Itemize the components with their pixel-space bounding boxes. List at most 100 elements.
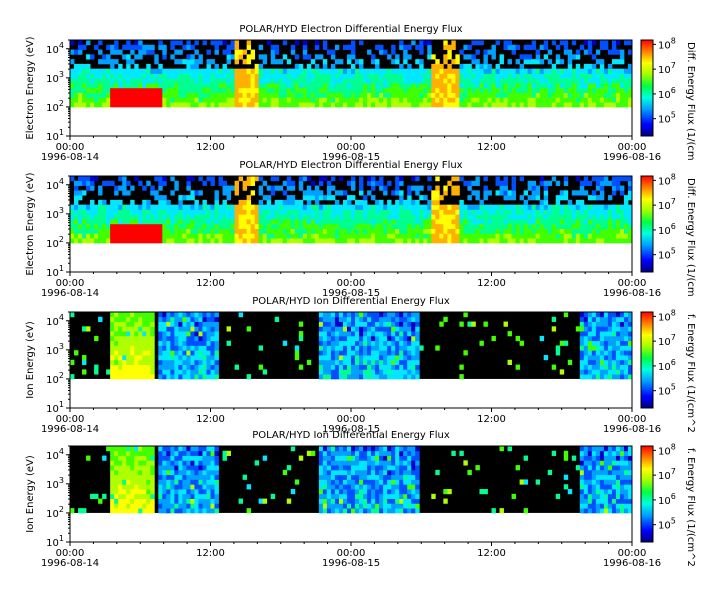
spectrogram-cell [138,312,143,318]
y-tick-label-text: 104 [46,41,64,56]
spectrogram-cell [282,54,288,60]
spectrogram-cell [214,369,219,375]
spectrogram-cell [391,331,396,337]
spectrogram-cell [479,223,484,229]
spectrogram-cell [286,102,292,108]
spectrogram-cell [571,238,577,244]
spectrogram-cell [134,316,139,322]
spectrogram-cell [571,102,577,108]
spectrogram-cell [346,484,352,490]
spectrogram-cell [138,92,143,98]
spectrogram-cell [483,68,488,74]
spectrogram-cell [150,340,155,346]
spectrogram-cell [399,374,404,380]
spectrogram-cell [375,474,380,480]
spectrogram-cell [194,350,199,356]
spectrogram-cell [539,335,545,342]
spectrogram-cell [491,92,496,98]
spectrogram-cell [202,503,207,509]
spectrogram-cell [627,369,633,375]
spectrogram-cell [395,355,400,361]
spectrogram-cell [395,484,400,490]
spectrogram-cell [330,359,336,365]
spectrogram-cell [355,369,360,375]
spectrogram-cell [118,102,123,108]
spectrogram-cell [258,223,264,229]
spectrogram-cell [318,73,324,79]
spectrogram-cell [419,63,424,70]
spectrogram-cell [407,195,412,201]
spectrogram-cell [415,312,420,318]
spectrogram-cell [363,508,368,514]
spectrogram-cell [142,503,147,509]
spectrogram-cell [351,321,356,327]
spectrogram-cell [411,78,416,84]
spectrogram-cell [326,465,332,471]
spectrogram-cell [567,68,573,74]
spectrogram-cell [451,209,456,215]
spectrogram-cell [86,97,91,103]
spectrogram-cell [563,87,569,93]
spectrogram-cell [170,44,175,50]
spectrogram-cell [242,97,248,103]
spectrogram-cell [395,87,400,93]
spectrogram-cell [403,355,408,361]
spectrogram-cell [487,83,492,89]
spectrogram-cell [338,204,344,210]
spectrogram-cell [186,465,191,471]
spectrogram-cell [114,214,119,220]
spectrogram-cell [519,228,525,234]
spectrogram-cell [555,204,561,210]
spectrogram-cell [351,176,356,182]
spectrogram-cell [579,228,585,234]
spectrogram-cell [162,199,167,206]
spectrogram-cell [82,73,87,79]
y-tick-label: 103 [46,70,64,85]
spectrogram-cell [338,312,344,318]
spectrogram-cell [367,214,372,220]
spectrogram-cell [306,219,312,225]
spectrogram-cell [186,214,191,220]
spectrogram-cell [122,474,127,480]
spectrogram-cell [355,316,360,322]
spectrogram-cell [615,228,621,234]
colorbar-tick-label: 106 [658,86,676,101]
spectrogram-cell [326,374,332,380]
spectrogram-cell [334,369,340,375]
spectrogram-cell [571,83,577,89]
spectrogram-cell [499,73,504,79]
spectrogram-cell [282,102,288,108]
spectrogram-cell [399,493,404,499]
spectrogram-cell [511,78,516,84]
spectrogram-cell [270,493,276,499]
spectrogram-cell [146,345,151,351]
spectrogram-cell [258,190,264,196]
x-tick-time: 00:00 [618,142,647,153]
spectrogram-cell [338,503,344,509]
spectrogram-cell [238,87,244,93]
spectrogram-cell [523,54,529,60]
spectrogram-cell [134,508,139,514]
spectrogram-cell [110,102,115,108]
spectrogram-cell [134,223,139,229]
spectrogram-cell [270,223,276,229]
spectrogram-cell [186,340,191,346]
x-tick-time: 00:00 [618,414,647,425]
spectrogram-cell [487,73,492,79]
spectrogram-cell [78,78,83,84]
spectrogram-cell [142,498,147,504]
spectrogram-cell [487,204,492,210]
spectrogram-cell [198,83,203,89]
spectrogram-cell [214,484,219,490]
spectrogram-cell [110,498,115,504]
spectrogram-cell [330,350,336,356]
spectrogram-cell [130,446,135,452]
spectrogram-cell [82,219,87,225]
spectrogram-cell [431,87,436,93]
spectrogram-cell [310,204,316,210]
spectrogram-cell [170,209,175,215]
spectrogram-cell [254,460,260,466]
spectrogram-cell [270,228,276,234]
spectrogram-cell [74,78,79,84]
spectrogram-cell [342,446,348,452]
